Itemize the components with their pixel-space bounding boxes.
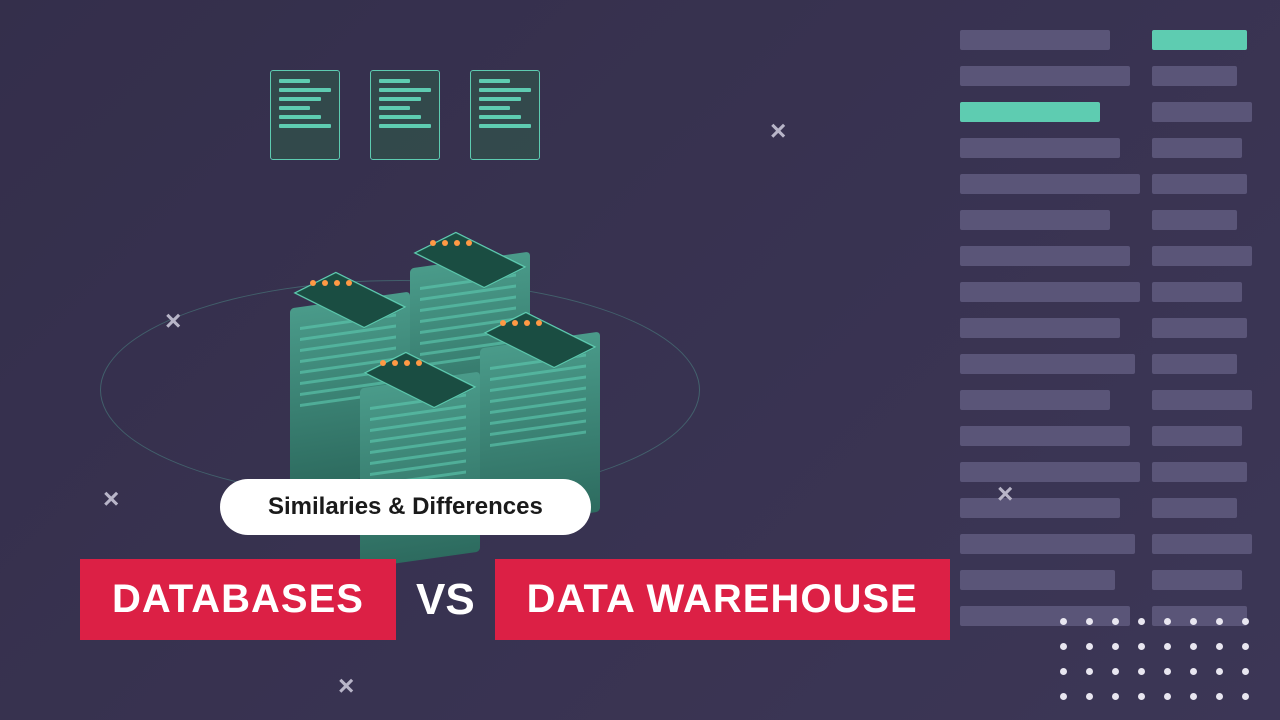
grid-dot — [1060, 693, 1067, 700]
grid-dot — [1060, 643, 1067, 650]
grid-dot — [1086, 693, 1093, 700]
decor-bar — [960, 66, 1130, 86]
decor-bar — [1152, 498, 1237, 518]
decor-bar — [960, 246, 1130, 266]
grid-dot — [1216, 618, 1223, 625]
decor-bar — [1152, 570, 1242, 590]
decor-bar — [1152, 138, 1242, 158]
x-decoration-icon: × — [165, 305, 181, 337]
decor-bar — [1152, 534, 1252, 554]
grid-dot — [1112, 643, 1119, 650]
grid-dot — [1190, 668, 1197, 675]
decor-bar — [960, 318, 1120, 338]
subtitle-pill: Similaries & Differences — [220, 479, 591, 535]
title-row: DATABASES VS DATA WAREHOUSE — [80, 559, 950, 640]
decor-bar — [960, 462, 1140, 482]
grid-dot — [1112, 618, 1119, 625]
decor-bar — [960, 498, 1120, 518]
decor-bar — [1152, 318, 1247, 338]
decor-bar — [960, 174, 1140, 194]
grid-dot — [1086, 643, 1093, 650]
grid-dot — [1242, 693, 1249, 700]
decor-bar — [1152, 246, 1252, 266]
decor-bar — [960, 138, 1120, 158]
grid-dot — [1164, 668, 1171, 675]
grid-dot — [1216, 668, 1223, 675]
decor-bar — [960, 534, 1135, 554]
grid-dot — [1216, 643, 1223, 650]
grid-dot — [1138, 618, 1145, 625]
grid-dot — [1242, 618, 1249, 625]
grid-dot — [1086, 668, 1093, 675]
decor-bar — [960, 390, 1110, 410]
decor-bar — [960, 102, 1100, 122]
grid-dot — [1190, 693, 1197, 700]
decor-bar — [1152, 462, 1247, 482]
decor-bar — [1152, 390, 1252, 410]
decor-bar — [1152, 102, 1252, 122]
decor-bar — [1152, 282, 1242, 302]
grid-dot — [1190, 643, 1197, 650]
grid-dot — [1112, 693, 1119, 700]
grid-dot — [1190, 618, 1197, 625]
decor-bar — [960, 30, 1110, 50]
x-decoration-icon: × — [997, 478, 1013, 510]
grid-dot — [1164, 693, 1171, 700]
grid-dot — [1164, 643, 1171, 650]
grid-dot — [1060, 618, 1067, 625]
main-content: Similaries & Differences DATABASES VS DA… — [80, 479, 950, 640]
warehouse-box: DATA WAREHOUSE — [495, 559, 950, 640]
decor-bar — [1152, 354, 1237, 374]
data-card — [470, 70, 540, 160]
decor-bar — [960, 210, 1110, 230]
grid-dot — [1242, 668, 1249, 675]
data-card — [370, 70, 440, 160]
grid-dot — [1138, 693, 1145, 700]
dot-grid-decoration — [1060, 618, 1250, 700]
decor-bar — [1152, 210, 1237, 230]
decor-bar — [960, 570, 1115, 590]
x-decoration-icon: × — [770, 115, 786, 147]
decor-bar — [1152, 426, 1242, 446]
grid-dot — [1138, 668, 1145, 675]
decor-bar — [960, 426, 1130, 446]
grid-dot — [1164, 618, 1171, 625]
grid-dot — [1112, 668, 1119, 675]
decor-bar — [1152, 66, 1237, 86]
grid-dot — [1060, 668, 1067, 675]
side-bars — [960, 0, 1280, 720]
x-decoration-icon: × — [338, 670, 354, 702]
vs-label: VS — [416, 575, 475, 625]
decor-bar — [960, 354, 1135, 374]
decor-bar — [1152, 30, 1247, 50]
databases-box: DATABASES — [80, 559, 396, 640]
grid-dot — [1242, 643, 1249, 650]
grid-dot — [1216, 693, 1223, 700]
grid-dot — [1086, 618, 1093, 625]
decor-bar — [960, 282, 1140, 302]
grid-dot — [1138, 643, 1145, 650]
decor-bar — [1152, 174, 1247, 194]
data-card — [270, 70, 340, 160]
